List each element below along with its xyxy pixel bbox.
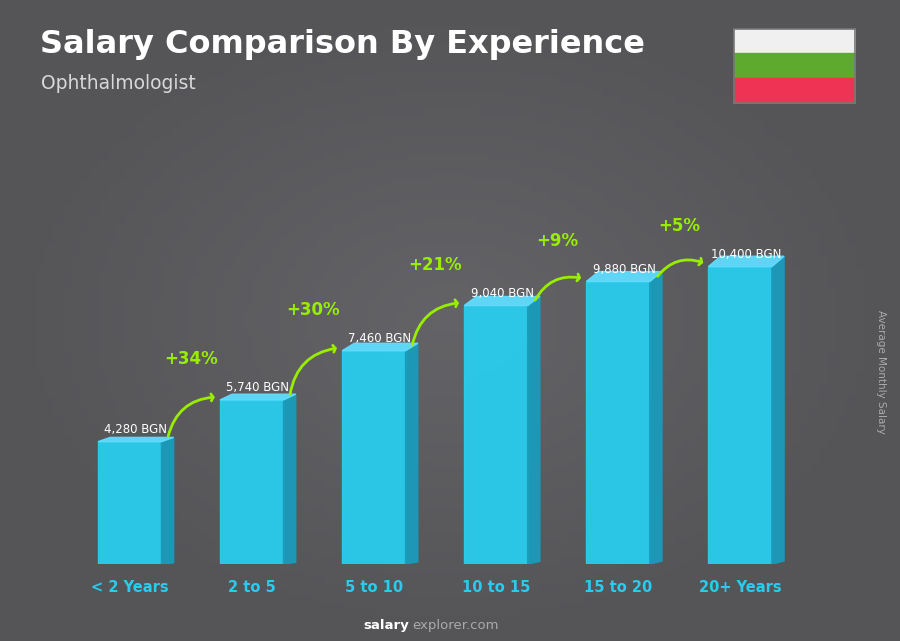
Polygon shape [342,351,406,564]
Text: salary: salary [364,619,410,633]
Polygon shape [220,394,296,400]
Polygon shape [586,272,662,281]
Polygon shape [586,281,650,564]
Polygon shape [527,297,540,564]
Text: Salary Comparison By Experience: Salary Comparison By Experience [40,29,645,60]
Polygon shape [98,437,174,442]
Text: 10,400 BGN: 10,400 BGN [711,248,781,261]
Polygon shape [464,297,540,306]
Polygon shape [464,306,527,564]
Text: 5,740 BGN: 5,740 BGN [227,381,290,394]
Polygon shape [161,437,174,564]
Text: +21%: +21% [408,256,462,274]
Text: explorer.com: explorer.com [412,619,499,633]
Polygon shape [650,272,662,564]
Polygon shape [98,442,161,564]
Polygon shape [406,344,418,564]
Polygon shape [220,400,284,564]
Text: Ophthalmologist: Ophthalmologist [40,74,195,93]
Text: 9,040 BGN: 9,040 BGN [471,287,534,300]
Text: +34%: +34% [164,351,218,369]
Polygon shape [342,344,418,351]
Polygon shape [708,256,784,267]
Polygon shape [708,267,772,564]
Text: +5%: +5% [658,217,700,235]
Text: 4,280 BGN: 4,280 BGN [104,423,167,436]
Text: 7,460 BGN: 7,460 BGN [348,332,411,345]
Text: +9%: +9% [536,232,578,250]
Polygon shape [772,256,784,564]
Polygon shape [284,394,296,564]
Text: 9,880 BGN: 9,880 BGN [593,263,655,276]
Text: +30%: +30% [286,301,339,319]
Text: Average Monthly Salary: Average Monthly Salary [877,310,886,434]
